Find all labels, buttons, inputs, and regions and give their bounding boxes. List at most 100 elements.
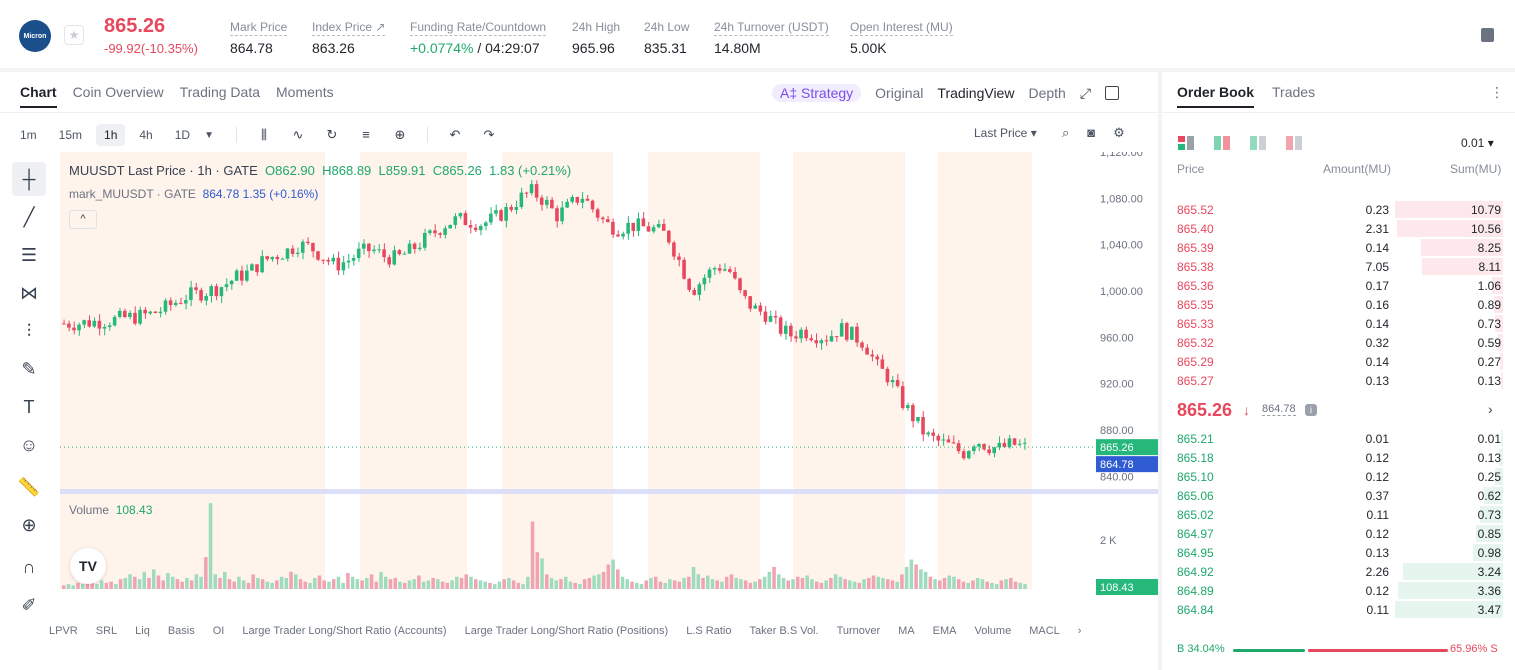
indicator-icon[interactable]: ∿ [292, 127, 304, 142]
chevron-right-icon[interactable]: › [1488, 401, 1493, 417]
timeframe-dropdown-icon[interactable]: ▼ [204, 129, 214, 141]
indicator-turnover[interactable]: Turnover [836, 625, 881, 637]
tab-moments[interactable]: Moments [276, 84, 334, 100]
indicator-volume[interactable]: Volume [974, 625, 1012, 637]
ask-row[interactable]: 865.52 0.23 10.79 [1177, 200, 1503, 219]
stat-mark-price[interactable]: Mark Price 864.78 [230, 18, 288, 56]
indicator-lt-accounts[interactable]: Large Trader Long/Short Ratio (Accounts) [242, 625, 447, 637]
ask-row[interactable]: 865.32 0.32 0.59 [1177, 333, 1503, 352]
indicator-srl[interactable]: SRL [95, 625, 118, 637]
add-alert-icon[interactable]: ⊕ [394, 127, 406, 142]
layout-asks-icon[interactable] [1286, 136, 1302, 150]
stat-index-price[interactable]: Index Price ↗ 863.26 [312, 18, 386, 56]
layout-both-icon[interactable] [1178, 136, 1194, 150]
depth-bar [1476, 525, 1503, 542]
emoji-icon[interactable]: ☺ [19, 434, 39, 455]
gear-icon[interactable]: ⚙ [1113, 125, 1125, 140]
bid-row[interactable]: 865.06 0.37 0.62 [1177, 486, 1503, 505]
shield-icon[interactable]: i [1305, 404, 1317, 416]
timeframe-4h[interactable]: 4h [139, 128, 153, 142]
replay-icon[interactable]: ↻ [326, 127, 338, 142]
tab-order-book[interactable]: Order Book [1177, 84, 1255, 108]
ask-price: 865.38 [1177, 260, 1214, 274]
layout-bids-icon[interactable] [1250, 136, 1266, 150]
ruler-icon[interactable]: 📏 [17, 476, 41, 497]
tradingview-logo[interactable]: TV [70, 548, 106, 584]
indicator-oi[interactable]: OI [212, 625, 225, 637]
tab-trading-data[interactable]: Trading Data [179, 84, 261, 100]
fullscreen-icon[interactable] [1105, 86, 1120, 100]
book-icon[interactable] [1481, 28, 1494, 42]
zoom-in-icon[interactable]: ⊕ [21, 514, 37, 535]
tab-trades[interactable]: Trades [1272, 84, 1316, 100]
ask-row[interactable]: 865.39 0.14 8.25 [1177, 238, 1503, 257]
collapse-legend-button[interactable]: ^ [69, 210, 97, 229]
pencil-lock-icon[interactable]: ✐ [21, 594, 37, 615]
indicator-basis[interactable]: Basis [167, 625, 195, 637]
fib-icon[interactable]: ⫶ [26, 320, 32, 341]
horizontal-lines-icon[interactable]: ☰ [20, 244, 38, 265]
more-options-icon[interactable]: ⋮ [1490, 84, 1504, 100]
ask-row[interactable]: 865.29 0.14 0.27 [1177, 352, 1503, 371]
bid-row[interactable]: 864.89 0.12 3.36 [1177, 581, 1503, 600]
indicator-liq[interactable]: Liq [135, 625, 150, 637]
indicator-ma[interactable]: MA [898, 625, 915, 637]
brush-icon[interactable]: ✎ [21, 358, 37, 379]
chart-legend: MUUSDT Last Price · 1h · GATE O862.90 H8… [69, 163, 571, 178]
precision-select[interactable]: 0.01 ▾ [1461, 136, 1494, 150]
bid-row[interactable]: 864.92 2.26 3.24 [1177, 562, 1503, 581]
bid-sum: 3.47 [1477, 603, 1501, 617]
candle-type-icon[interactable]: ⫼ [260, 127, 267, 142]
undo-icon[interactable]: ↶ [449, 127, 461, 142]
expand-icon[interactable]: ⤢ [1079, 84, 1092, 101]
indicator-ls-ratio[interactable]: L.S Ratio [686, 625, 732, 637]
crosshair-icon[interactable]: ┼ [12, 162, 46, 196]
camera-icon[interactable]: ◙ [1087, 125, 1096, 140]
candle-body [463, 213, 468, 226]
bid-row[interactable]: 864.97 0.12 0.85 [1177, 524, 1503, 543]
ask-price: 865.40 [1177, 222, 1214, 236]
timeframe-15m[interactable]: 15m [58, 128, 83, 142]
last-price-select[interactable]: Last Price ▾ [974, 126, 1037, 140]
timeframe-1d[interactable]: 1D [174, 128, 191, 142]
ask-row[interactable]: 865.33 0.14 0.73 [1177, 314, 1503, 333]
tab-coin-overview[interactable]: Coin Overview [72, 84, 164, 100]
bid-row[interactable]: 864.95 0.13 0.98 [1177, 543, 1503, 562]
indicator-macd[interactable]: MACL [1029, 625, 1060, 637]
favorite-star-icon[interactable]: ★ [64, 25, 84, 45]
indicator-ema[interactable]: EMA [932, 625, 957, 637]
candle-body [956, 443, 961, 452]
strategy-button[interactable]: A‡ Strategy [772, 84, 862, 102]
bid-row[interactable]: 865.10 0.12 0.25 [1177, 467, 1503, 486]
ask-row[interactable]: 865.35 0.16 0.89 [1177, 295, 1503, 314]
view-tradingview[interactable]: TradingView [937, 85, 1015, 101]
timeframe-1h[interactable]: 1h [96, 124, 126, 146]
bid-row[interactable]: 865.18 0.12 0.13 [1177, 448, 1503, 467]
trendline-icon[interactable]: ╱ [23, 206, 35, 227]
redo-icon[interactable]: ↷ [483, 127, 495, 142]
view-original[interactable]: Original [875, 85, 924, 101]
stat-funding-rate[interactable]: Funding Rate/Countdown +0.0774% / 04:29:… [410, 18, 547, 56]
indicator-taker-vol[interactable]: Taker B.S Vol. [749, 625, 819, 637]
template-icon[interactable]: ≡ [362, 127, 370, 142]
magnet-icon[interactable]: ∩ [22, 556, 36, 577]
price-chart[interactable]: 1,120.00 1,080.00 1,040.00 1,000.00 960.00 92… [60, 152, 1158, 598]
ask-row[interactable]: 865.36 0.17 1.06 [1177, 276, 1503, 295]
bid-row[interactable]: 864.84 0.11 3.47 [1177, 600, 1503, 619]
ask-row[interactable]: 865.38 7.05 8.11 [1177, 257, 1503, 276]
tab-chart[interactable]: Chart [20, 84, 57, 108]
pattern-icon[interactable]: ⋈ [20, 282, 38, 303]
indicator-next-icon[interactable]: › [1077, 625, 1082, 637]
view-depth[interactable]: Depth [1028, 85, 1066, 101]
ask-row[interactable]: 865.27 0.13 0.13 [1177, 371, 1503, 390]
indicator-lt-positions[interactable]: Large Trader Long/Short Ratio (Positions… [464, 625, 669, 637]
search-icon[interactable]: ⌕ [1062, 125, 1070, 140]
timeframe-1m[interactable]: 1m [20, 128, 37, 142]
indicator-lpvr[interactable]: LPVR [49, 625, 78, 637]
volume-bar [223, 571, 227, 589]
layout-split-icon[interactable] [1214, 136, 1230, 150]
text-icon[interactable]: T [23, 396, 35, 417]
ask-row[interactable]: 865.40 2.31 10.56 [1177, 219, 1503, 238]
bid-row[interactable]: 865.21 0.01 0.01 [1177, 429, 1503, 448]
bid-row[interactable]: 865.02 0.11 0.73 [1177, 505, 1503, 524]
